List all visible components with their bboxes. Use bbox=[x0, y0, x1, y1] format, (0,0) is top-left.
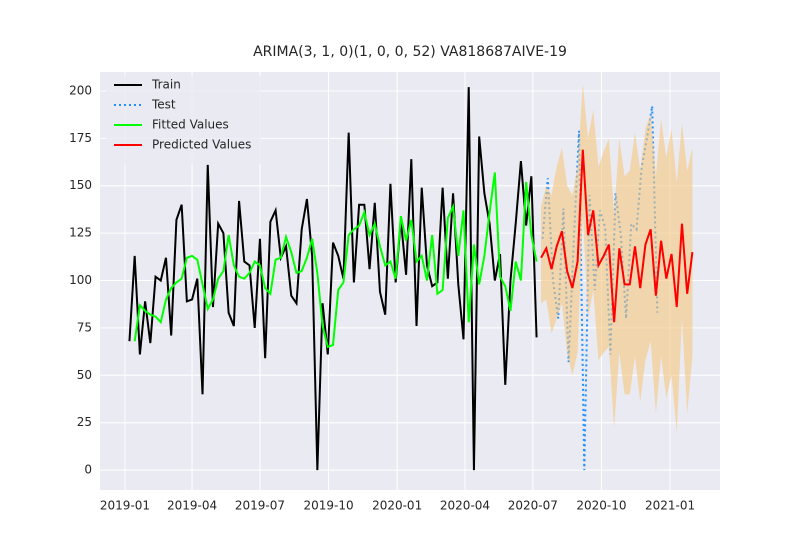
y-tick-label: 175 bbox=[69, 131, 92, 145]
x-tick-label: 2020-10 bbox=[576, 499, 626, 513]
y-tick-label: 75 bbox=[77, 320, 92, 334]
chart-title: ARIMA(3, 1, 0)(1, 0, 0, 52) VA818687AIVE… bbox=[253, 44, 567, 60]
series-line bbox=[133, 172, 538, 349]
legend-label: Fitted Values bbox=[152, 118, 229, 132]
y-tick-label: 200 bbox=[69, 83, 92, 97]
x-tick-label: 2019-01 bbox=[100, 499, 150, 513]
x-tick-label: 2021-01 bbox=[645, 499, 695, 513]
legend-box bbox=[106, 76, 261, 164]
series-line bbox=[128, 87, 538, 471]
series-line bbox=[540, 149, 694, 323]
y-tick-label: 25 bbox=[77, 415, 92, 429]
y-tick-label: 150 bbox=[69, 178, 92, 192]
x-tick-label: 2020-04 bbox=[440, 499, 490, 513]
legend-label: Predicted Values bbox=[152, 138, 251, 152]
y-tick-label: 100 bbox=[69, 273, 92, 287]
legend-label: Train bbox=[151, 78, 181, 92]
x-tick-label: 2019-10 bbox=[303, 499, 353, 513]
legend-label: Test bbox=[151, 98, 176, 112]
y-tick-label: 125 bbox=[69, 226, 92, 240]
x-tick-label: 2020-07 bbox=[508, 499, 558, 513]
y-tick-label: 0 bbox=[84, 463, 92, 477]
x-tick-label: 2020-01 bbox=[372, 499, 422, 513]
y-tick-label: 50 bbox=[77, 368, 92, 382]
series-layer bbox=[128, 83, 694, 471]
x-tick-label: 2019-04 bbox=[167, 499, 217, 513]
x-tick-label: 2019-07 bbox=[235, 499, 285, 513]
confidence-band bbox=[541, 83, 693, 433]
